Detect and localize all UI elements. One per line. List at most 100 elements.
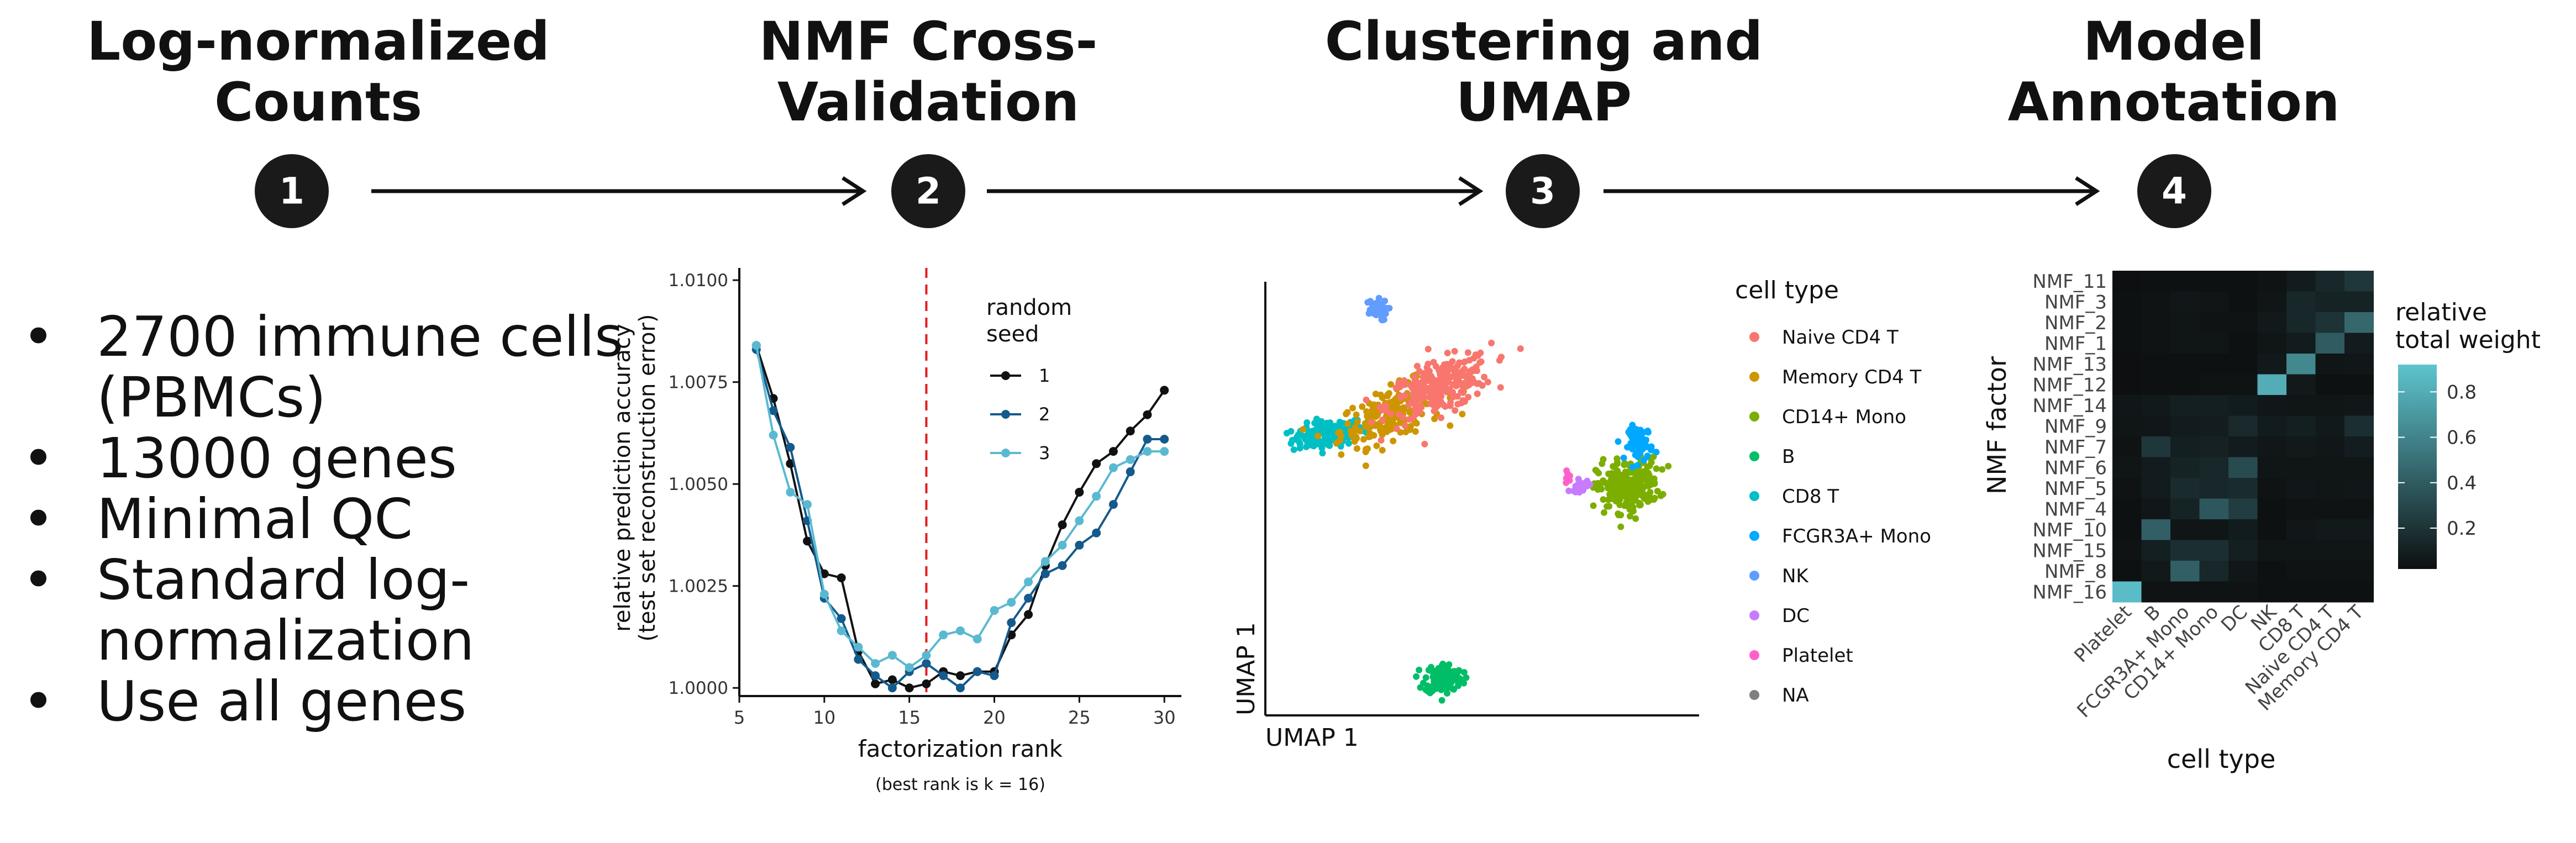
cv-point <box>1007 618 1016 628</box>
step-4-circle <box>2137 154 2211 228</box>
umap-point <box>1417 684 1424 691</box>
umap-point <box>1385 390 1392 397</box>
heatmap-row-label: NMF_10 <box>2032 519 2107 541</box>
heatmap-cell <box>2344 354 2374 375</box>
cv-xtick-label: 30 <box>1153 707 1176 728</box>
heatmap-cell <box>2112 395 2142 416</box>
heatmap-cell <box>2199 374 2229 396</box>
umap-point <box>1422 371 1429 378</box>
umap-point <box>1449 358 1456 365</box>
heatmap-cell <box>2257 374 2287 396</box>
umap-point <box>1368 419 1375 426</box>
umap-point <box>1617 523 1625 530</box>
umap-point <box>1607 479 1615 486</box>
cv-point <box>1092 492 1101 501</box>
umap-point <box>1465 393 1472 401</box>
cv-point <box>1126 467 1135 477</box>
umap-point <box>1450 671 1457 678</box>
umap-point <box>1352 424 1359 431</box>
heatmap-cell <box>2228 519 2258 540</box>
umap-point <box>1469 375 1476 382</box>
umap-legend-label: NK <box>1782 565 1809 587</box>
cv-point <box>1040 569 1050 578</box>
heatmap-cell <box>2141 291 2171 313</box>
umap-point <box>1566 477 1573 484</box>
umap-point <box>1303 419 1311 426</box>
umap-legend-label: Naive CD4 T <box>1782 326 1899 349</box>
heatmap-cell <box>2228 478 2258 499</box>
bullet-item: • 2700 immune cells (PBMCs) <box>22 307 623 428</box>
umap-point <box>1373 442 1380 450</box>
umap-point <box>1372 391 1379 398</box>
umap-point <box>1402 422 1409 429</box>
umap-point <box>1422 674 1429 681</box>
umap-point <box>1640 457 1647 464</box>
heatmap-cell <box>2199 312 2229 333</box>
heatmap-row-label: NMF_4 <box>2044 498 2107 520</box>
heatmap-cell <box>2199 415 2229 437</box>
cv-legend-label: 3 <box>1039 442 1050 463</box>
umap-scatter: UMAP 1 UMAP 1 cell type Naive CD4 T Memor… <box>1232 276 1931 752</box>
umap-point <box>1428 399 1436 406</box>
heatmap-cell <box>2315 519 2345 540</box>
cv-point <box>972 634 982 644</box>
heatmap-cell <box>2257 415 2287 437</box>
umap-point <box>1345 440 1352 447</box>
umap-point <box>1632 445 1639 452</box>
umap-point <box>1481 373 1488 381</box>
umap-point <box>1459 410 1466 418</box>
umap-point <box>1653 465 1660 472</box>
umap-point <box>1601 509 1608 516</box>
heatmap-cell <box>2344 395 2374 416</box>
umap-point <box>1456 359 1463 366</box>
heatmap-cell <box>2315 415 2345 437</box>
heatmap-cell <box>2315 271 2345 292</box>
umap-point <box>1351 438 1358 445</box>
heatmap-cell <box>2141 395 2171 416</box>
umap-point <box>1638 470 1646 477</box>
cv-ylabel-line-2: (test set reconstruction error) <box>635 314 660 641</box>
umap-point <box>1615 510 1622 517</box>
umap-point <box>1290 446 1297 454</box>
umap-point <box>1629 463 1636 471</box>
umap-ylabel: UMAP 1 <box>1232 622 1260 715</box>
umap-point <box>1575 476 1582 483</box>
umap-point <box>1606 485 1613 492</box>
umap-point <box>1349 404 1357 412</box>
umap-point <box>1629 488 1637 496</box>
heatmap-cell <box>2199 354 2229 375</box>
heatmap-cell <box>2344 312 2374 333</box>
heatmap-cell <box>2199 291 2229 313</box>
heatmap-cell <box>2170 312 2200 333</box>
umap-point <box>1424 345 1432 352</box>
umap-legend-key <box>1749 571 1759 581</box>
heatmap-row-label: NMF_2 <box>2044 312 2107 334</box>
umap-xlabel: UMAP 1 <box>1265 724 1359 752</box>
heatmap-cell <box>2228 374 2258 396</box>
cv-point <box>939 671 948 681</box>
umap-point <box>1283 430 1290 437</box>
cv-point <box>1160 447 1169 456</box>
umap-point <box>1353 411 1360 418</box>
step-1-title: Log-normalized Counts <box>87 10 550 133</box>
cv-point <box>871 679 880 688</box>
cv-xtick-label: 20 <box>983 707 1006 728</box>
umap-point <box>1631 468 1638 476</box>
heatmap-cell <box>2112 519 2142 540</box>
heatmap-row-label: NMF_14 <box>2032 395 2107 417</box>
heatmap-cell <box>2228 581 2258 603</box>
heatmap-cell <box>2315 354 2345 375</box>
umap-legend-label: Platelet <box>1782 645 1853 667</box>
cv-point <box>854 655 863 664</box>
heatmap-cell <box>2344 561 2374 582</box>
heatmap-cell <box>2141 374 2171 396</box>
heatmap-cell <box>2112 415 2142 437</box>
arrowhead-1 <box>842 176 867 206</box>
heatmap-cell <box>2199 457 2229 478</box>
umap-point <box>1474 390 1481 397</box>
umap-point <box>1649 480 1657 487</box>
umap-point <box>1344 409 1351 416</box>
cv-ytick-label: 1.0000 <box>669 678 728 698</box>
umap-point <box>1406 409 1413 416</box>
heatmap-xlabel: cell type <box>2167 744 2276 774</box>
